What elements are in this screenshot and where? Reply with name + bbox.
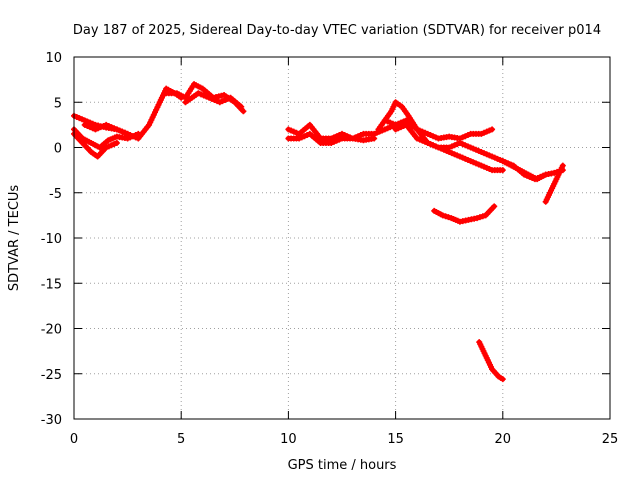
x-axis-label: GPS time / hours	[288, 458, 397, 473]
data-point	[476, 214, 483, 221]
data-point	[489, 126, 496, 133]
y-axis-label: SDTVAR / TECUs	[7, 185, 22, 292]
series-arc-10	[381, 117, 496, 142]
x-tick-label: 15	[387, 432, 404, 447]
data-point	[135, 130, 142, 137]
data-point	[559, 162, 566, 169]
data-point	[124, 130, 131, 137]
y-tick-label: -25	[41, 368, 62, 383]
series-arc-3	[71, 130, 120, 160]
x-tick-label: 0	[70, 432, 78, 447]
data-point	[445, 214, 452, 221]
data-point	[479, 213, 486, 220]
data-point	[442, 213, 449, 220]
y-tick-label: -5	[49, 187, 62, 202]
y-tick-label: -30	[41, 413, 62, 428]
series-arc-6	[182, 90, 245, 110]
y-tick-label: -20	[41, 323, 62, 338]
data-point	[474, 215, 481, 222]
y-tick-label: 10	[45, 51, 62, 66]
data-point	[499, 376, 506, 383]
y-tick-label: -15	[41, 277, 62, 292]
x-tick-label: 5	[177, 432, 185, 447]
x-tick-label: 10	[280, 432, 297, 447]
chart-title: Day 187 of 2025, Sidereal Day-to-day VTE…	[73, 23, 601, 38]
axis-ticks: 0 5 10 15 20 25 10 5 0 -5 -10 -15 -20 -25 -30	[41, 51, 619, 447]
data-point	[113, 139, 120, 146]
series-arc-13	[476, 339, 506, 383]
data-point	[551, 169, 558, 176]
data-point	[240, 108, 247, 115]
data-point	[238, 103, 245, 110]
series-arc-12	[431, 203, 498, 225]
y-tick-label: 5	[54, 96, 62, 111]
data-point	[439, 212, 446, 219]
series-arc-4	[81, 121, 131, 137]
y-tick-label: 0	[54, 142, 62, 157]
grid	[74, 57, 610, 419]
data-point	[499, 167, 506, 174]
data-points	[71, 81, 566, 383]
data-point	[371, 135, 378, 142]
x-tick-label: 20	[495, 432, 512, 447]
series-arc-8	[285, 130, 378, 146]
x-tick-label: 25	[602, 432, 619, 447]
series-arc-15	[542, 162, 566, 205]
data-point	[491, 203, 498, 210]
y-tick-label: -10	[41, 232, 62, 247]
